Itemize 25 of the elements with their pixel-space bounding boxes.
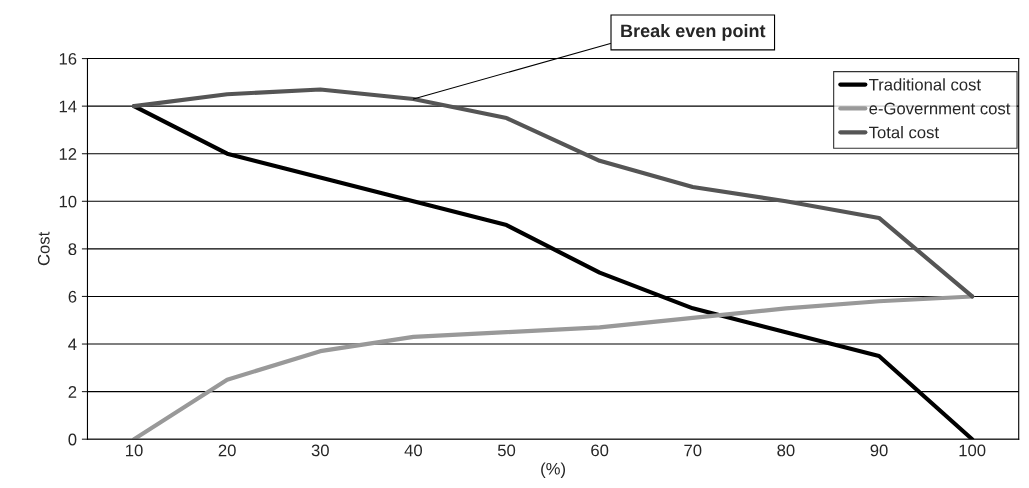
x-tick-label: 80: [777, 444, 795, 457]
y-tick-label: 4: [68, 338, 77, 351]
x-tick-label: 60: [591, 444, 609, 457]
x-tick-label: 70: [684, 444, 702, 457]
y-tick-label: 16: [59, 52, 77, 65]
x-tick-label: 50: [497, 444, 516, 457]
x-tick-label: 100: [959, 444, 986, 457]
y-tick-label: 10: [59, 195, 77, 208]
legend-label: Traditional cost: [869, 78, 981, 91]
y-tick-label: 8: [68, 243, 77, 256]
x-tick-label: 40: [404, 444, 423, 457]
x-tick-label: 90: [870, 444, 888, 457]
x-tick-label: 30: [311, 444, 329, 457]
annotation: Break even point: [621, 23, 766, 41]
y-tick-label: 2: [68, 386, 77, 398]
legend-label: Total cost: [869, 126, 939, 139]
legend-label: e-Government cost: [869, 102, 1011, 115]
y-tick-label: 14: [59, 100, 77, 113]
y-tick-label: 0: [68, 433, 77, 446]
y-axis-title: Cost: [37, 231, 50, 266]
x-tick-label: 10: [126, 444, 143, 457]
x-axis-title: (%): [541, 462, 566, 478]
x-tick-label: 20: [218, 444, 236, 457]
y-tick-label: 6: [68, 290, 77, 303]
y-tick-label: 12: [59, 148, 77, 160]
